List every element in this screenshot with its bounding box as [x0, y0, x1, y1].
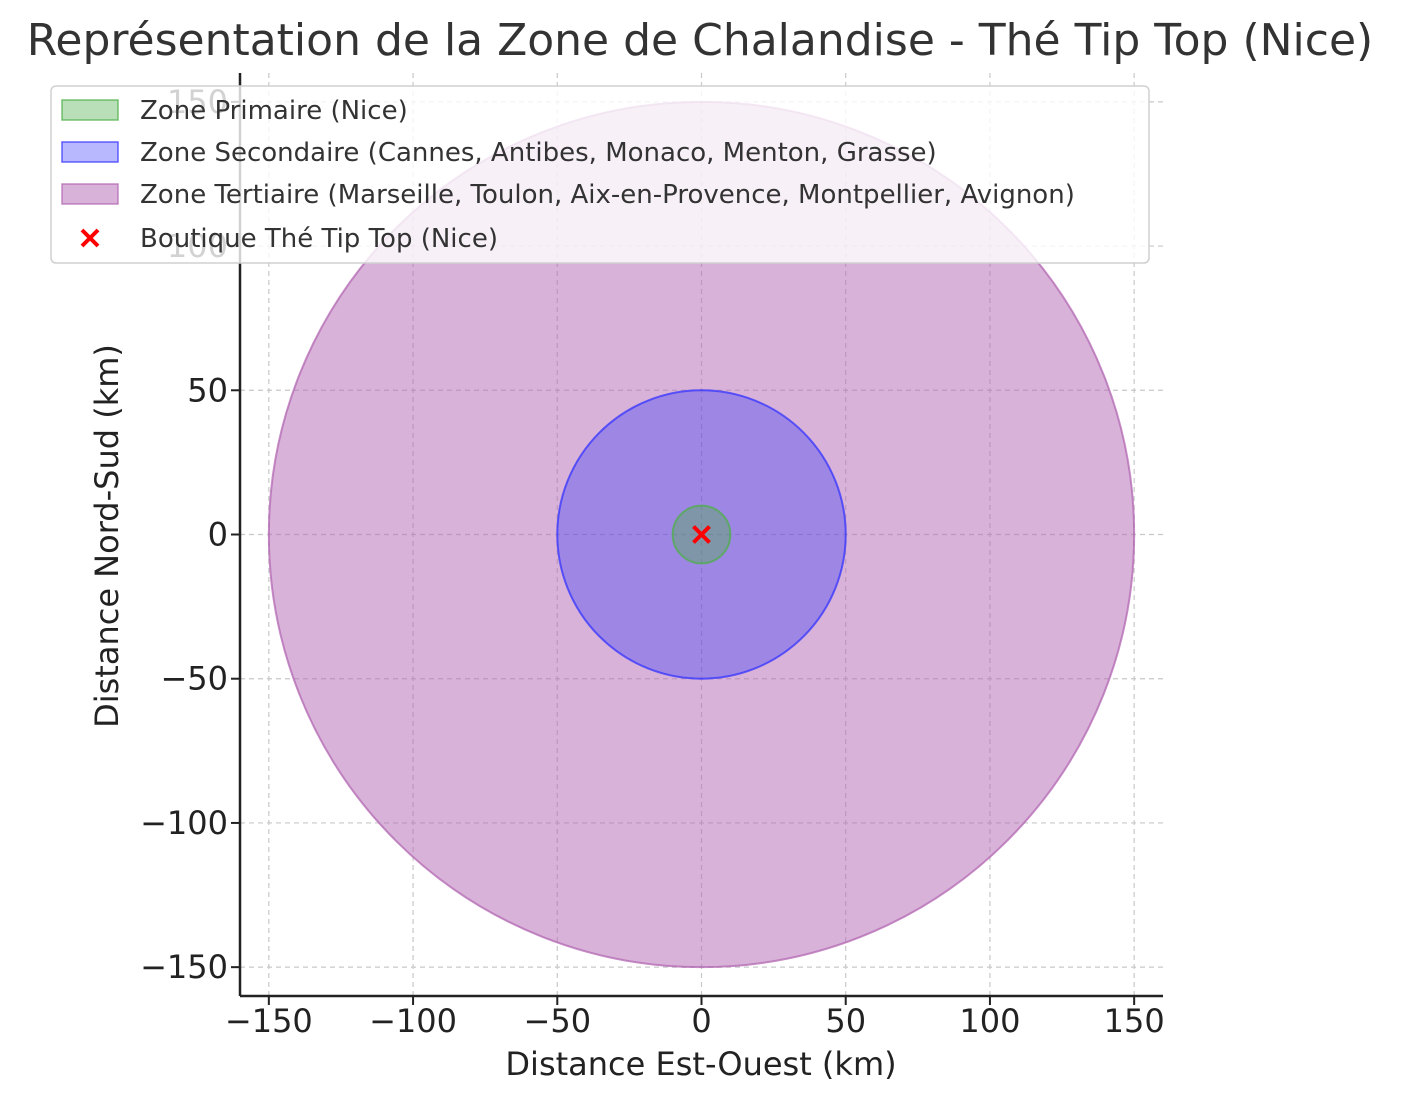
legend-label: Zone Primaire (Nice): [140, 96, 408, 126]
x-tick-label: 50: [825, 1002, 866, 1040]
x-tick-label: 100: [959, 1002, 1020, 1040]
y-tick-label: −50: [160, 660, 228, 698]
legend-label: Zone Secondaire (Cannes, Antibes, Monaco…: [140, 138, 937, 168]
x-axis-label: Distance Est-Ouest (km): [505, 1045, 896, 1083]
x-tick-label: −150: [225, 1002, 313, 1040]
legend-swatch: [61, 99, 119, 121]
y-tick-label: −100: [140, 804, 228, 842]
legend-label: Boutique Thé Tip Top (Nice): [140, 224, 498, 254]
x-tick-label: 150: [1104, 1002, 1165, 1040]
marker-stroke: [692, 525, 711, 544]
y-tick-label: 0: [208, 516, 228, 554]
legend: Zone Primaire (Nice) Zone Secondaire (Can…: [50, 85, 1150, 264]
store-marker: [692, 525, 711, 544]
legend-marker: [80, 228, 100, 248]
x-tick-label: 0: [691, 1002, 711, 1040]
x-tick-label: −50: [524, 1002, 592, 1040]
chart-title: Représentation de la Zone de Chalandise …: [27, 15, 1373, 66]
y-axis-label: Distance Nord-Sud (km): [88, 344, 126, 728]
points: [692, 525, 711, 544]
legend-swatch: [61, 141, 119, 163]
legend-label: Zone Tertiaire (Marseille, Toulon, Aix-e…: [140, 180, 1075, 210]
legend-box: [50, 85, 1150, 264]
legend-swatch: [61, 183, 119, 205]
y-tick-label: −150: [140, 948, 228, 986]
x-tick-label: −100: [369, 1002, 457, 1040]
y-tick-label: 50: [187, 371, 228, 409]
